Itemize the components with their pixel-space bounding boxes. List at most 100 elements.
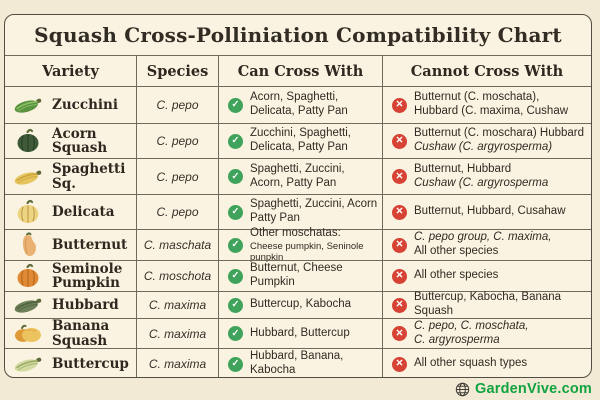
can-cross-text: Hubbard, Buttercup: [250, 326, 350, 339]
cannot-cross-text: Butternut (C. moschata), Hubbard (C. maxi…: [414, 91, 569, 117]
variety-label: Spaghetti Sq.: [52, 161, 126, 192]
species-label: C. pepo: [136, 123, 218, 158]
x-icon: ✕: [392, 133, 407, 149]
check-icon: ✓: [228, 237, 243, 253]
x-icon: ✕: [392, 297, 407, 313]
check-icon: ✓: [228, 356, 243, 372]
x-icon: ✕: [392, 268, 407, 284]
can-cross-cell: ✓ Hubbard, Buttercup: [218, 318, 382, 348]
variety-cell: Zucchini: [5, 86, 136, 123]
can-cross-cell: ✓ Acorn, Spaghetti, Delicata, Patty Pan: [218, 86, 382, 123]
check-icon: ✓: [228, 204, 243, 220]
can-cross-text: Butternut, Cheese Pumpkin: [250, 262, 343, 288]
cannot-cross-cell: ✕ Butternut, Hubbard, Cusahaw: [382, 194, 591, 229]
can-cross-cell: ✓ Buttercup, Kabocha: [218, 291, 382, 318]
x-icon: ✕: [392, 97, 407, 113]
x-icon: ✕: [392, 326, 407, 341]
cannot-cross-text: C. pepo group, C. maxima, All other speci…: [414, 231, 552, 257]
can-cross-text: Spaghetti, Zuccini, Acorn Patty Pan: [250, 198, 378, 224]
banana-squash-icon: [12, 321, 44, 347]
zucchini-icon: [12, 92, 44, 118]
can-cross-cell: ✓ Other moschatas: Cheese pumpkin, Senino…: [218, 227, 382, 263]
cannot-cross-cell: ✕ All other species: [382, 260, 591, 291]
variety-label: Butternut: [52, 236, 128, 253]
footer: GardenVive.com: [455, 381, 592, 397]
variety-cell: Seminole Pumpkin: [5, 260, 136, 291]
can-cross-cell: ✓ Butternut, Cheese Pumpkin: [218, 260, 382, 291]
cannot-cross-cell: ✕ Butternut (C. moschata), Hubbard (C. ma…: [382, 86, 591, 123]
can-cross-text: Buttercup, Kabocha: [250, 298, 352, 311]
variety-cell: Acorn Squash: [5, 123, 136, 158]
check-icon: ✓: [228, 297, 243, 313]
variety-label: Delicata: [52, 203, 115, 220]
column-header-can-cross: Can Cross With: [218, 56, 382, 86]
x-icon: ✕: [392, 169, 407, 184]
chart-card: Squash Cross-Polliniation Compatibility …: [4, 14, 592, 378]
variety-label: Seminole Pumpkin: [52, 260, 123, 291]
cannot-cross-cell: ✕ All other squash types: [382, 348, 591, 377]
column-header-cannot-cross: Cannot Cross With: [382, 56, 591, 86]
variety-label: Zucchini: [52, 96, 118, 113]
site-link: GardenVive.com: [475, 381, 592, 397]
variety-cell: Buttercup: [5, 348, 136, 377]
seminole-pumpkin-icon: [12, 263, 44, 289]
column-header-species: Species: [136, 56, 218, 86]
cannot-cross-cell: ✕ C. pepo group, C. maxima, All other spe…: [382, 229, 591, 260]
variety-label: Hubbard: [52, 296, 119, 313]
variety-label: Banana Squash: [52, 318, 110, 349]
check-icon: ✓: [228, 97, 243, 113]
check-icon: ✓: [228, 133, 243, 149]
x-icon: ✕: [392, 237, 407, 253]
variety-cell: Butternut: [5, 229, 136, 260]
species-label: C. pepo: [136, 86, 218, 123]
buttercup-icon: [12, 351, 44, 377]
species-label: C. maxima: [136, 348, 218, 377]
can-cross-text: Other moschatas: Cheese pumpkin, Seninole…: [250, 227, 364, 263]
species-label: C. pepo: [136, 194, 218, 229]
can-cross-text: Hubbard, Banana, Kabocha: [250, 350, 344, 376]
can-cross-cell: ✓ Hubbard, Banana, Kabocha: [218, 348, 382, 377]
check-icon: ✓: [228, 326, 243, 341]
species-label: C. moschota: [136, 260, 218, 291]
cannot-cross-text: Buttercup, Kabocha, Banana Squash: [414, 291, 562, 317]
check-icon: ✓: [228, 169, 243, 184]
cannot-cross-text: Butternut, Hubbard, Cusahaw: [414, 205, 566, 218]
species-label: C. maxima: [136, 291, 218, 318]
cannot-cross-cell: ✕ Butternut, Hubbard Cushaw (C. argyrospe…: [382, 158, 591, 194]
cannot-cross-text: Butternut (C. moschara) Hubbard Cushaw (C…: [414, 127, 585, 153]
butternut-icon: [12, 232, 44, 258]
variety-cell: Banana Squash: [5, 318, 136, 348]
variety-cell: Delicata: [5, 194, 136, 229]
can-cross-text: Acorn, Spaghetti, Delicata, Patty Pan: [250, 91, 348, 117]
species-label: C. maschata: [136, 229, 218, 260]
column-header-variety: Variety: [42, 62, 99, 80]
can-cross-cell: ✓ Spaghetti, Zuccini, Acorn Patty Pan: [218, 194, 382, 229]
check-icon: ✓: [228, 268, 243, 284]
compatibility-table: Variety Species Can Cross With Cannot Cr…: [5, 56, 591, 377]
cannot-cross-text: Butternut, Hubbard Cushaw (C. argyrosperm…: [414, 162, 549, 189]
cannot-cross-text: All other squash types: [414, 357, 528, 370]
hubbard-icon: [12, 292, 44, 318]
globe-icon: [455, 382, 470, 397]
cannot-cross-cell: ✕ Buttercup, Kabocha, Banana Squash: [382, 291, 591, 318]
cannot-cross-text: All other species: [414, 269, 499, 282]
variety-label: Acorn Squash: [52, 125, 108, 156]
cannot-cross-cell: ✕ Butternut (C. moschara) Hubbard Cushaw …: [382, 123, 591, 158]
variety-cell: Spaghetti Sq.: [5, 158, 136, 194]
cannot-cross-text: C. pepo, C. moschata, C. argyrosperma: [414, 319, 529, 346]
delicata-icon: [12, 199, 44, 225]
x-icon: ✕: [392, 204, 407, 220]
spaghetti-squash-icon: [12, 164, 44, 190]
can-cross-cell: ✓ Spaghetti, Zuccini, Acorn, Patty Pan: [218, 158, 382, 194]
page-title: Squash Cross-Polliniation Compatibility …: [5, 15, 591, 56]
can-cross-cell: ✓ Zucchini, Spaghetti, Delicata, Patty Pa…: [218, 123, 382, 158]
x-icon: ✕: [392, 356, 407, 372]
acorn-squash-icon: [12, 128, 44, 154]
cannot-cross-cell: ✕ C. pepo, C. moschata, C. argyrosperma: [382, 318, 591, 348]
species-label: C. maxima: [136, 318, 218, 348]
can-cross-text: Zucchini, Spaghetti, Delicata, Patty Pan: [250, 127, 352, 153]
variety-label: Buttercup: [52, 355, 129, 372]
species-label: C. pepo: [136, 158, 218, 194]
can-cross-text: Spaghetti, Zuccini, Acorn, Patty Pan: [250, 162, 345, 189]
variety-cell: Hubbard: [5, 291, 136, 318]
